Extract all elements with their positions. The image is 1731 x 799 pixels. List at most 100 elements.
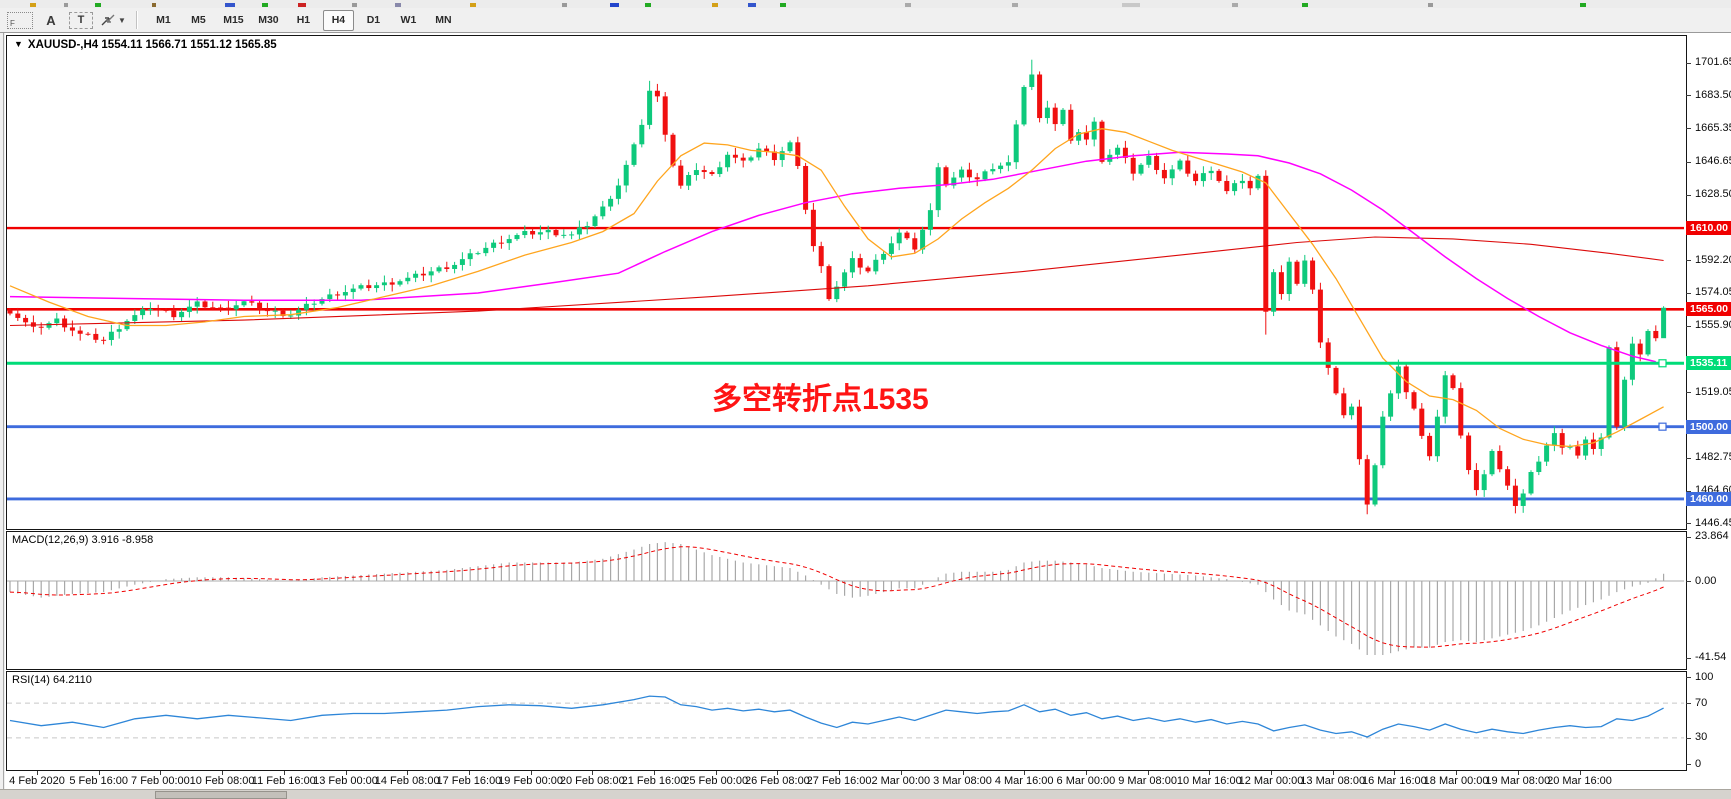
candle-body <box>280 310 286 316</box>
timeframe-button-d1[interactable]: D1 <box>366 14 381 26</box>
time-tick-label: 3 Mar 08:00 <box>933 775 992 787</box>
clipped-icon-fragment <box>262 3 268 7</box>
candle-body <box>764 148 770 152</box>
candle-body <box>264 309 270 312</box>
price-tick-mark <box>1686 490 1691 492</box>
time-axis[interactable]: 4 Feb 2020 5 Feb 16:00 7 Feb 00:00 10 Feb 0… <box>5 771 1686 789</box>
macd-panel[interactable]: MACD(12,26,9) 3.916 -8.958 <box>6 531 1687 670</box>
macd-canvas[interactable] <box>7 532 1684 667</box>
timeframe-button-h4[interactable]: H4 <box>322 9 354 31</box>
candle-body <box>686 175 692 186</box>
dropdown-caret-icon[interactable]: ▼ <box>118 15 126 25</box>
time-tick-label: 19 Mar 08:00 <box>1485 775 1551 787</box>
candle-body <box>849 258 855 273</box>
candle-body <box>888 243 894 254</box>
timeframe-button-m30[interactable]: M30 <box>258 14 279 26</box>
candle-body <box>998 165 1004 170</box>
macd-signal-line <box>9 546 1664 648</box>
candle-body <box>545 230 551 233</box>
dotted-frame-icon[interactable]: F <box>7 11 33 29</box>
candle-body <box>38 326 44 328</box>
price-tick-label: 1446.45 <box>1695 516 1731 529</box>
candle-body <box>1450 375 1456 389</box>
candle-body <box>1239 180 1245 184</box>
timeframe-button-w1[interactable]: W1 <box>400 14 417 26</box>
chart-annotation-text[interactable]: 多空转折点1535 <box>712 383 929 416</box>
candle-body <box>842 272 848 287</box>
candle-body <box>1458 388 1464 436</box>
candle-body <box>678 165 684 186</box>
price-line-badge: 1500.00 <box>1686 419 1731 434</box>
time-tick-label: 10 Mar 16:00 <box>1176 775 1242 787</box>
candle-body <box>725 154 731 168</box>
time-tick-label: 13 Mar 08:00 <box>1300 775 1366 787</box>
line-handle[interactable] <box>1658 359 1667 368</box>
candle-body <box>1544 445 1550 462</box>
candle-body <box>381 282 387 286</box>
chart-dropdown-icon[interactable]: ▼ <box>14 39 23 49</box>
line-handle[interactable] <box>1658 422 1667 431</box>
macd-tick-mark <box>1686 657 1691 659</box>
candle-body <box>795 142 801 166</box>
clipped-icon-fragment <box>1428 3 1433 7</box>
clipped-icon-fragment <box>712 3 718 7</box>
candle-body <box>1060 109 1066 125</box>
price-axis[interactable]: 1701.65 1683.50 1665.35 1646.65 1628.50 1592.… <box>1686 33 1731 771</box>
text-label-tool-icon[interactable]: A <box>46 12 56 28</box>
rsi-panel[interactable]: RSI(14) 64.2110 <box>6 671 1687 771</box>
candle-body <box>342 292 348 296</box>
candle-body <box>1138 164 1144 174</box>
candle-body <box>23 317 29 323</box>
clipped-icon-fragment <box>225 3 235 7</box>
time-tick-label: 2 Mar 00:00 <box>871 775 931 787</box>
price-tick-label: 1646.65 <box>1695 155 1731 168</box>
candle-body <box>296 309 302 316</box>
candle-body <box>1645 330 1651 355</box>
candle-body <box>1575 446 1581 456</box>
candle-body <box>155 309 161 311</box>
candle-body <box>1286 261 1292 295</box>
candle-body <box>1310 260 1316 290</box>
price-tick-mark <box>1686 260 1691 262</box>
candle-body <box>1005 162 1011 166</box>
timeframe-button-m1[interactable]: M1 <box>156 14 171 26</box>
candle-body <box>1169 169 1175 179</box>
candle-body <box>491 242 497 248</box>
candle-body <box>1317 289 1323 343</box>
price-panel[interactable]: ▼ XAUUSD-,H4 1554.11 1566.71 1551.12 1565… <box>6 35 1687 530</box>
rsi-tick-mark <box>1686 677 1691 678</box>
candle-body <box>1427 435 1433 457</box>
candle-body <box>537 232 543 235</box>
candle-body <box>904 232 910 239</box>
window-left-border <box>3 33 4 789</box>
candle-body <box>865 267 871 272</box>
candle-body <box>15 313 21 318</box>
candle-body <box>46 323 52 328</box>
time-tick-mark <box>530 771 532 775</box>
timeframe-button-m15[interactable]: M15 <box>223 14 244 26</box>
candle-body <box>1232 183 1238 192</box>
candle-body <box>1559 433 1565 448</box>
timeframe-button-mn[interactable]: MN <box>435 14 452 26</box>
time-tick-mark <box>1147 771 1149 775</box>
candle-body <box>756 148 762 158</box>
price-chart-canvas[interactable] <box>7 36 1684 527</box>
price-line-badge: 1610.00 <box>1686 221 1731 236</box>
candle-body <box>631 144 637 165</box>
candle-body <box>7 309 13 314</box>
rsi-tick-label: 30 <box>1695 731 1708 744</box>
candle-body <box>881 253 887 260</box>
macd-tick-label: -41.54 <box>1695 651 1727 664</box>
price-tick-mark <box>1686 325 1691 327</box>
rsi-canvas[interactable] <box>7 672 1684 768</box>
timeframe-button-h1[interactable]: H1 <box>296 14 311 26</box>
candle-body <box>1130 157 1136 174</box>
time-tick-label: 9 Mar 08:00 <box>1118 775 1177 787</box>
arrow-objects-icon[interactable]: ▼ <box>100 10 126 30</box>
candle-body <box>693 170 699 176</box>
chart-title-text: XAUUSD-,H4 1554.11 1566.71 1551.12 1565.… <box>27 39 277 51</box>
candle-body <box>1528 472 1534 494</box>
textbox-tool-icon[interactable]: T <box>69 11 93 29</box>
timeframe-button-m5[interactable]: M5 <box>191 14 206 26</box>
candle-body <box>982 171 988 180</box>
